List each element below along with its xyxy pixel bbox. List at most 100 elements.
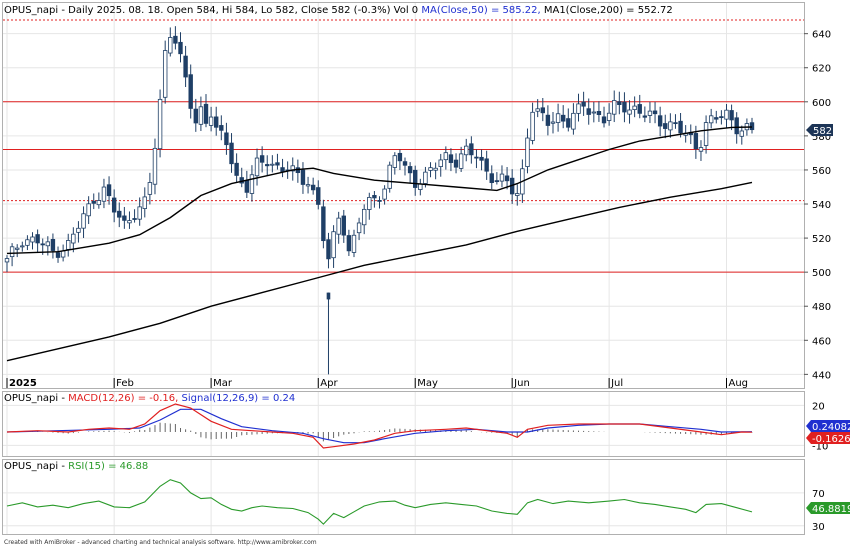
candle-body [321,206,326,242]
price-tick-label: 640 [812,30,831,41]
price-tick-label: 520 [812,234,831,245]
candle-body [678,120,683,134]
candle-body [162,50,168,98]
candle-body [494,180,500,183]
macd-header: OPUS_napi - MACD(12,26) = -0.16, Signal(… [4,393,295,404]
macd-value-marker: -0.16269 [806,432,850,445]
macd-signal-label: 0.24082 [812,422,850,433]
candle-body [397,152,403,162]
x-axis-labels: 2025 Feb Mar Apr May Jun Jul Aug [6,378,748,389]
rsi-line [6,479,753,525]
candle-body [91,200,96,204]
rsi-line [6,479,753,525]
x-tick-label: May [417,378,438,389]
candle-body [111,197,117,213]
footer-credit: Created with AmiBroker - advanced charti… [4,539,317,546]
ma-lines [6,126,753,362]
candle-body [438,159,443,167]
candle-body [326,239,331,260]
candle-body [229,142,234,165]
candle-body [20,245,25,248]
candle-body [96,200,102,206]
candle-body [545,114,551,126]
candle-body [40,243,45,246]
candle-body [749,122,755,131]
candle-body [576,103,581,114]
candle-body [673,122,678,125]
rsi-value-label: 46.8819 [812,504,850,515]
candle-body [81,213,86,229]
candle-body [581,101,586,107]
candle-body [45,241,51,247]
candle-body [627,109,632,115]
macd-value-label: -0.16269 [812,434,850,445]
candle-body [479,156,484,161]
candle-body [336,217,341,235]
macd-y-ticks: -10 20 [812,401,828,452]
candle-body [734,117,739,135]
candle-body [372,195,377,199]
rsi-y-ticks: 30 70 [812,489,825,533]
rsi-tick-label: 70 [812,489,825,500]
price-tick-label: 500 [812,268,831,279]
candle-body [142,196,147,209]
price-header-ma200: MA1(Close,200) = 552.72 [541,5,673,16]
price-tick-label: 620 [812,64,831,75]
price-header-ma50: MA(Close,50) = 585.22, [421,5,540,16]
candle-body [540,107,545,114]
candle-body [122,215,127,221]
price-panel-frame [2,2,805,389]
candle-body [234,162,239,176]
price-hlines [3,19,804,273]
candle-body [535,108,540,112]
macd-tick-label: -10 [812,441,828,452]
candle-body [35,234,40,244]
candle-body [596,111,602,116]
candle-body [484,158,489,172]
candle-body [464,145,469,156]
candle-body [515,193,520,196]
candle-body [71,233,76,244]
candle-body [402,161,408,166]
candle-body [30,236,35,243]
candle-body [198,106,204,125]
candle-body [203,103,209,124]
candle-body [433,167,438,171]
candle-body [254,157,260,177]
candle-body [310,184,316,191]
x-tick-label: Jul [610,378,623,389]
candle-body [147,182,153,195]
candle-body [4,258,10,263]
candle-body [591,111,597,114]
candle-body [341,215,346,236]
price-header-ticker: OPUS_napi [4,5,58,16]
candle-body [60,250,66,258]
rsi-header-value: RSI(15) = 46.88 [68,461,148,472]
candle-body [259,155,265,163]
candle-body [423,171,428,184]
candle-body [193,108,199,124]
rsi-tick-label: 30 [812,522,825,533]
candle-body [693,133,699,150]
candle-body [152,147,158,185]
ma50-line [6,126,753,255]
candle-body [525,137,530,167]
candle-body [622,101,627,113]
candle-body [173,35,178,44]
candle-body [244,180,250,193]
candle-body [504,175,510,182]
candles [4,26,755,375]
candle-body [270,163,275,166]
candle-body [392,155,398,168]
price-tick-label: 480 [812,302,831,313]
x-tick-label: Apr [320,378,338,389]
candle-body [530,111,535,141]
candle-body [708,115,714,124]
price-header: OPUS_napi - Daily 2025. 08. 18. Open 584… [4,5,673,16]
x-tick-label: Jun [513,378,530,389]
price-tick-label: 460 [812,336,831,347]
candle-body [698,147,704,152]
candle-body [407,166,413,174]
candle-body [560,114,566,122]
rsi-grid [3,460,804,534]
